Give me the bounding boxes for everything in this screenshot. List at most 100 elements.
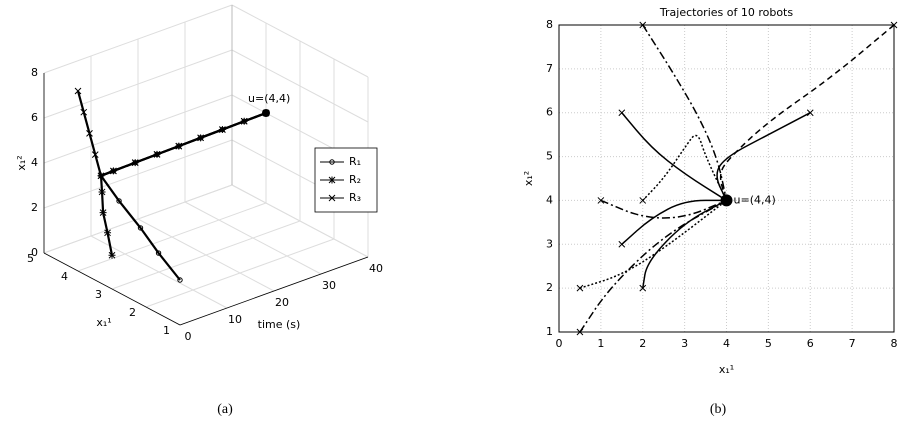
- z-tick-label: 4: [31, 156, 38, 169]
- y-tick-label: 2: [129, 306, 136, 319]
- y-tick-label: 5: [546, 150, 553, 163]
- marker: [80, 108, 88, 116]
- y-tick-label: 1: [546, 325, 553, 338]
- marker: [618, 240, 626, 248]
- grid-line: [231, 49, 369, 123]
- marker: [137, 225, 144, 231]
- annotation: u=(4,4): [248, 92, 290, 105]
- target-dot: [262, 109, 270, 117]
- grid-line: [43, 94, 233, 164]
- trajectory: [99, 111, 267, 256]
- trajectory: [716, 112, 811, 201]
- x-tick-label: 8: [891, 337, 898, 350]
- x-tick-label: 4: [723, 337, 730, 350]
- marker: [110, 167, 117, 175]
- trajectory: [642, 199, 727, 289]
- x-tick-label: 1: [597, 337, 604, 350]
- y-tick-label: 3: [95, 288, 102, 301]
- x-axis-label: x₁¹: [719, 363, 734, 376]
- trajectory: [621, 199, 727, 245]
- axis-line: [43, 252, 181, 326]
- marker: [197, 134, 204, 142]
- z-axis-label: x₁²: [15, 155, 28, 170]
- z-tick-label: 6: [31, 111, 38, 124]
- legend-marker: [328, 194, 336, 202]
- marker: [99, 209, 107, 217]
- marker: [155, 250, 162, 256]
- trajectory: [579, 199, 727, 289]
- marker: [153, 151, 161, 158]
- y-tick-label: 3: [546, 237, 553, 250]
- marker: [806, 109, 814, 117]
- target-dot: [720, 194, 733, 207]
- trajectory: [76, 90, 267, 178]
- marker: [104, 229, 112, 237]
- marker: [219, 126, 226, 133]
- y-tick-label: 4: [546, 193, 553, 206]
- axis-line: [179, 256, 369, 326]
- grid-line: [43, 184, 233, 254]
- legend-label: R₃: [349, 191, 361, 204]
- legend-label: R₁: [349, 155, 361, 168]
- marker: [97, 172, 105, 180]
- marker: [639, 284, 647, 292]
- marker: [639, 197, 647, 204]
- y-tick-label: 2: [546, 281, 553, 294]
- y-axis-label: x₁²: [522, 171, 535, 186]
- plot-frame: [558, 24, 895, 333]
- x-tick-label: 0: [185, 330, 192, 343]
- z-tick-label: 8: [31, 66, 38, 79]
- marker: [240, 117, 248, 125]
- marker: [108, 251, 116, 259]
- grid-line: [43, 49, 233, 119]
- marker: [116, 198, 122, 204]
- x-tick-label: 3: [681, 337, 688, 350]
- y-tick-label: 8: [546, 18, 553, 31]
- trajectory: [719, 24, 895, 201]
- marker: [86, 130, 93, 137]
- marker: [890, 21, 898, 29]
- annotation: u=(4,4): [734, 193, 776, 206]
- x-tick-label: 40: [369, 262, 383, 275]
- x-tick-label: 5: [765, 337, 772, 350]
- marker: [639, 21, 647, 29]
- trajectory: [579, 199, 727, 333]
- x-tick-label: 7: [849, 337, 856, 350]
- marker: [597, 197, 605, 204]
- grid-line: [77, 202, 267, 272]
- x-tick-label: 0: [556, 337, 563, 350]
- x-tick-label: 2: [639, 337, 646, 350]
- marker: [177, 277, 183, 283]
- z-tick-label: 0: [31, 246, 38, 259]
- grid-line: [43, 4, 233, 74]
- trajectory: [600, 199, 727, 219]
- y-tick-label: 4: [61, 270, 68, 283]
- z-tick-label: 2: [31, 201, 38, 214]
- marker: [576, 328, 584, 336]
- trajectory: [642, 24, 728, 201]
- marker: [98, 188, 106, 196]
- grid-line: [231, 184, 369, 258]
- y-tick-label: 1: [163, 324, 170, 337]
- marker: [618, 109, 626, 117]
- x-tick-label: 20: [275, 296, 289, 309]
- marker: [74, 87, 82, 95]
- marker: [576, 284, 584, 292]
- x-axis-label: time (s): [258, 318, 301, 331]
- caption: (a): [217, 402, 233, 417]
- legend-label: R₂: [349, 173, 361, 186]
- grid-line: [111, 220, 301, 290]
- y-tick-label: 6: [546, 106, 553, 119]
- grid-line: [231, 4, 369, 78]
- y-tick-label: 5: [27, 252, 34, 265]
- caption: (b): [710, 402, 727, 417]
- x-tick-label: 30: [322, 279, 336, 292]
- marker: [91, 151, 99, 158]
- x-tick-label: 6: [807, 337, 814, 350]
- grid-line: [43, 139, 233, 209]
- legend-marker: [329, 159, 335, 165]
- marker: [131, 159, 139, 167]
